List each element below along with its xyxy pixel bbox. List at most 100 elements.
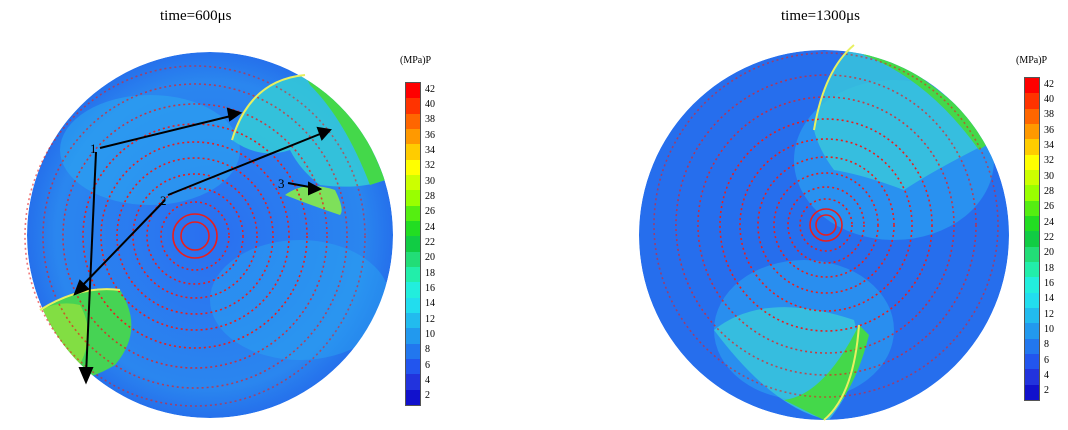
colorbar-tick-label: 18 <box>1044 262 1054 274</box>
colorbar-tick-label: 38 <box>425 114 435 126</box>
colorbar-tick-label: 14 <box>1044 293 1054 305</box>
colorbar-gradient <box>405 82 421 406</box>
colorbar-segment <box>406 144 420 160</box>
panel-title: time=1300μs <box>781 8 860 24</box>
colorbar-tick-label: 8 <box>425 344 430 356</box>
colorbar-tick-label: 16 <box>1044 278 1054 289</box>
colorbar-segment <box>406 282 420 298</box>
colorbar-tick-label: 36 <box>1044 124 1054 136</box>
colorbar-segment <box>406 128 420 145</box>
colorbar-tick-label: 24 <box>1044 216 1054 228</box>
colorbar-tick-label: 6 <box>1044 354 1049 366</box>
colorbar-segment <box>1025 123 1039 140</box>
colorbar-tick-label: 24 <box>425 221 435 233</box>
colorbar-segment <box>406 389 420 405</box>
colorbar-segment <box>406 83 420 99</box>
colorbar-segment <box>406 328 420 344</box>
colorbar-segment <box>1025 154 1039 170</box>
colorbar-segment <box>406 205 420 221</box>
colorbar-tick-label: 4 <box>1044 370 1049 381</box>
colorbar-segment <box>1025 108 1039 124</box>
colorbar-tick-label: 22 <box>425 237 435 248</box>
colorbar-segment <box>406 343 420 359</box>
colorbar-segment <box>406 190 420 206</box>
colorbar-tick-label: 34 <box>1044 140 1054 151</box>
colorbar-tick-label: 12 <box>425 313 435 325</box>
colorbar-tick-label: 28 <box>1044 186 1054 197</box>
colorbar-tick-label: 30 <box>1044 170 1054 182</box>
annotation-label-1: 1 <box>90 141 97 156</box>
colorbar-tick-label: 40 <box>1044 94 1054 105</box>
panel-title: time=600μs <box>160 8 232 24</box>
colorbar-tick-label: 4 <box>425 375 430 386</box>
colorbar-tick-label: 40 <box>425 99 435 110</box>
colorbar-tick-label: 20 <box>1044 247 1054 259</box>
colorbar-tick-label: 26 <box>1044 201 1054 213</box>
annotation-label-3: 3 <box>278 176 285 191</box>
colorbar-segment <box>406 98 420 114</box>
colorbar-segment <box>1025 292 1039 308</box>
colorbar-tick-label: 8 <box>1044 339 1049 351</box>
colorbar-tick-label: 26 <box>425 206 435 218</box>
annotation-label-2: 2 <box>160 193 167 208</box>
colorbar-segment <box>1025 78 1039 94</box>
colorbar-tick-label: 38 <box>1044 109 1054 121</box>
colorbar-segment <box>1025 200 1039 216</box>
panel-1300us: time=1300μs <box>534 0 1068 430</box>
colorbar-segment <box>1025 215 1039 232</box>
colorbar: (MPa)P 42 40 38 36 34 32 30 28 26 24 22 20 18 16 14 12 1… <box>994 55 1068 415</box>
colorbar-segment <box>1025 93 1039 109</box>
colorbar-ticks: 42 40 38 36 34 32 30 28 26 24 22 20 18 16 14 12 10 8 6 4 2 <box>425 82 455 404</box>
colorbar-tick-label: 6 <box>425 359 430 371</box>
colorbar-segment <box>1025 369 1039 385</box>
colorbar-tick-label: 2 <box>1044 385 1049 397</box>
colorbar-segment <box>406 358 420 375</box>
colorbar-tick-label: 42 <box>425 83 435 95</box>
colorbar-segment <box>406 266 420 283</box>
colorbar-title: (MPa)P <box>1016 55 1048 66</box>
pressure-field-plot <box>639 44 1009 421</box>
colorbar-segment <box>406 113 420 129</box>
colorbar-tick-label: 34 <box>425 145 435 156</box>
colorbar-segment <box>406 251 420 267</box>
colorbar-segment <box>406 220 420 237</box>
colorbar-tick-label: 32 <box>425 160 435 172</box>
colorbar-segment <box>1025 353 1039 370</box>
colorbar-tick-label: 2 <box>425 390 430 402</box>
colorbar-segment <box>1025 323 1039 339</box>
colorbar-tick-label: 30 <box>425 175 435 187</box>
colorbar-segment <box>406 174 420 191</box>
colorbar-segment <box>1025 246 1039 262</box>
colorbar-segment <box>406 297 420 313</box>
colorbar-segment <box>406 159 420 175</box>
colorbar-segment <box>406 374 420 390</box>
colorbar-segment <box>1025 307 1039 324</box>
colorbar-tick-label: 14 <box>425 298 435 310</box>
annotation-arrows <box>73 107 332 385</box>
colorbar-title: (MPa)P <box>400 55 432 66</box>
colorbar-tick-label: 28 <box>425 191 435 202</box>
colorbar-tick-label: 12 <box>1044 308 1054 320</box>
colorbar-segment <box>1025 384 1039 400</box>
colorbar-tick-label: 32 <box>1044 155 1054 167</box>
colorbar-tick-label: 10 <box>1044 324 1054 335</box>
colorbar-segment <box>1025 338 1039 354</box>
vector-rings <box>653 52 999 398</box>
colorbar-tick-label: 36 <box>425 129 435 141</box>
colorbar: (MPa)P 42 40 38 36 34 32 30 28 26 24 22 20 18 16 14 12 1… <box>375 55 465 415</box>
colorbar-segment <box>406 312 420 329</box>
colorbar-ticks: 42 40 38 36 34 32 30 28 26 24 22 20 18 16 14 12 10 8 6 4 2 <box>1044 77 1068 399</box>
panel-600us: time=600μs <box>24 8 465 418</box>
colorbar-segment <box>406 236 420 252</box>
colorbar-segment <box>1025 231 1039 247</box>
colorbar-tick-label: 22 <box>1044 232 1054 243</box>
pressure-field-plot: 1 2 3 <box>24 52 393 418</box>
colorbar-tick-label: 16 <box>425 283 435 294</box>
colorbar-segment <box>1025 261 1039 278</box>
colorbar-tick-label: 42 <box>1044 78 1054 90</box>
colorbar-tick-label: 20 <box>425 252 435 264</box>
colorbar-segment <box>1025 277 1039 293</box>
colorbar-tick-label: 18 <box>425 267 435 279</box>
colorbar-segment <box>1025 169 1039 186</box>
colorbar-gradient <box>1024 77 1040 401</box>
